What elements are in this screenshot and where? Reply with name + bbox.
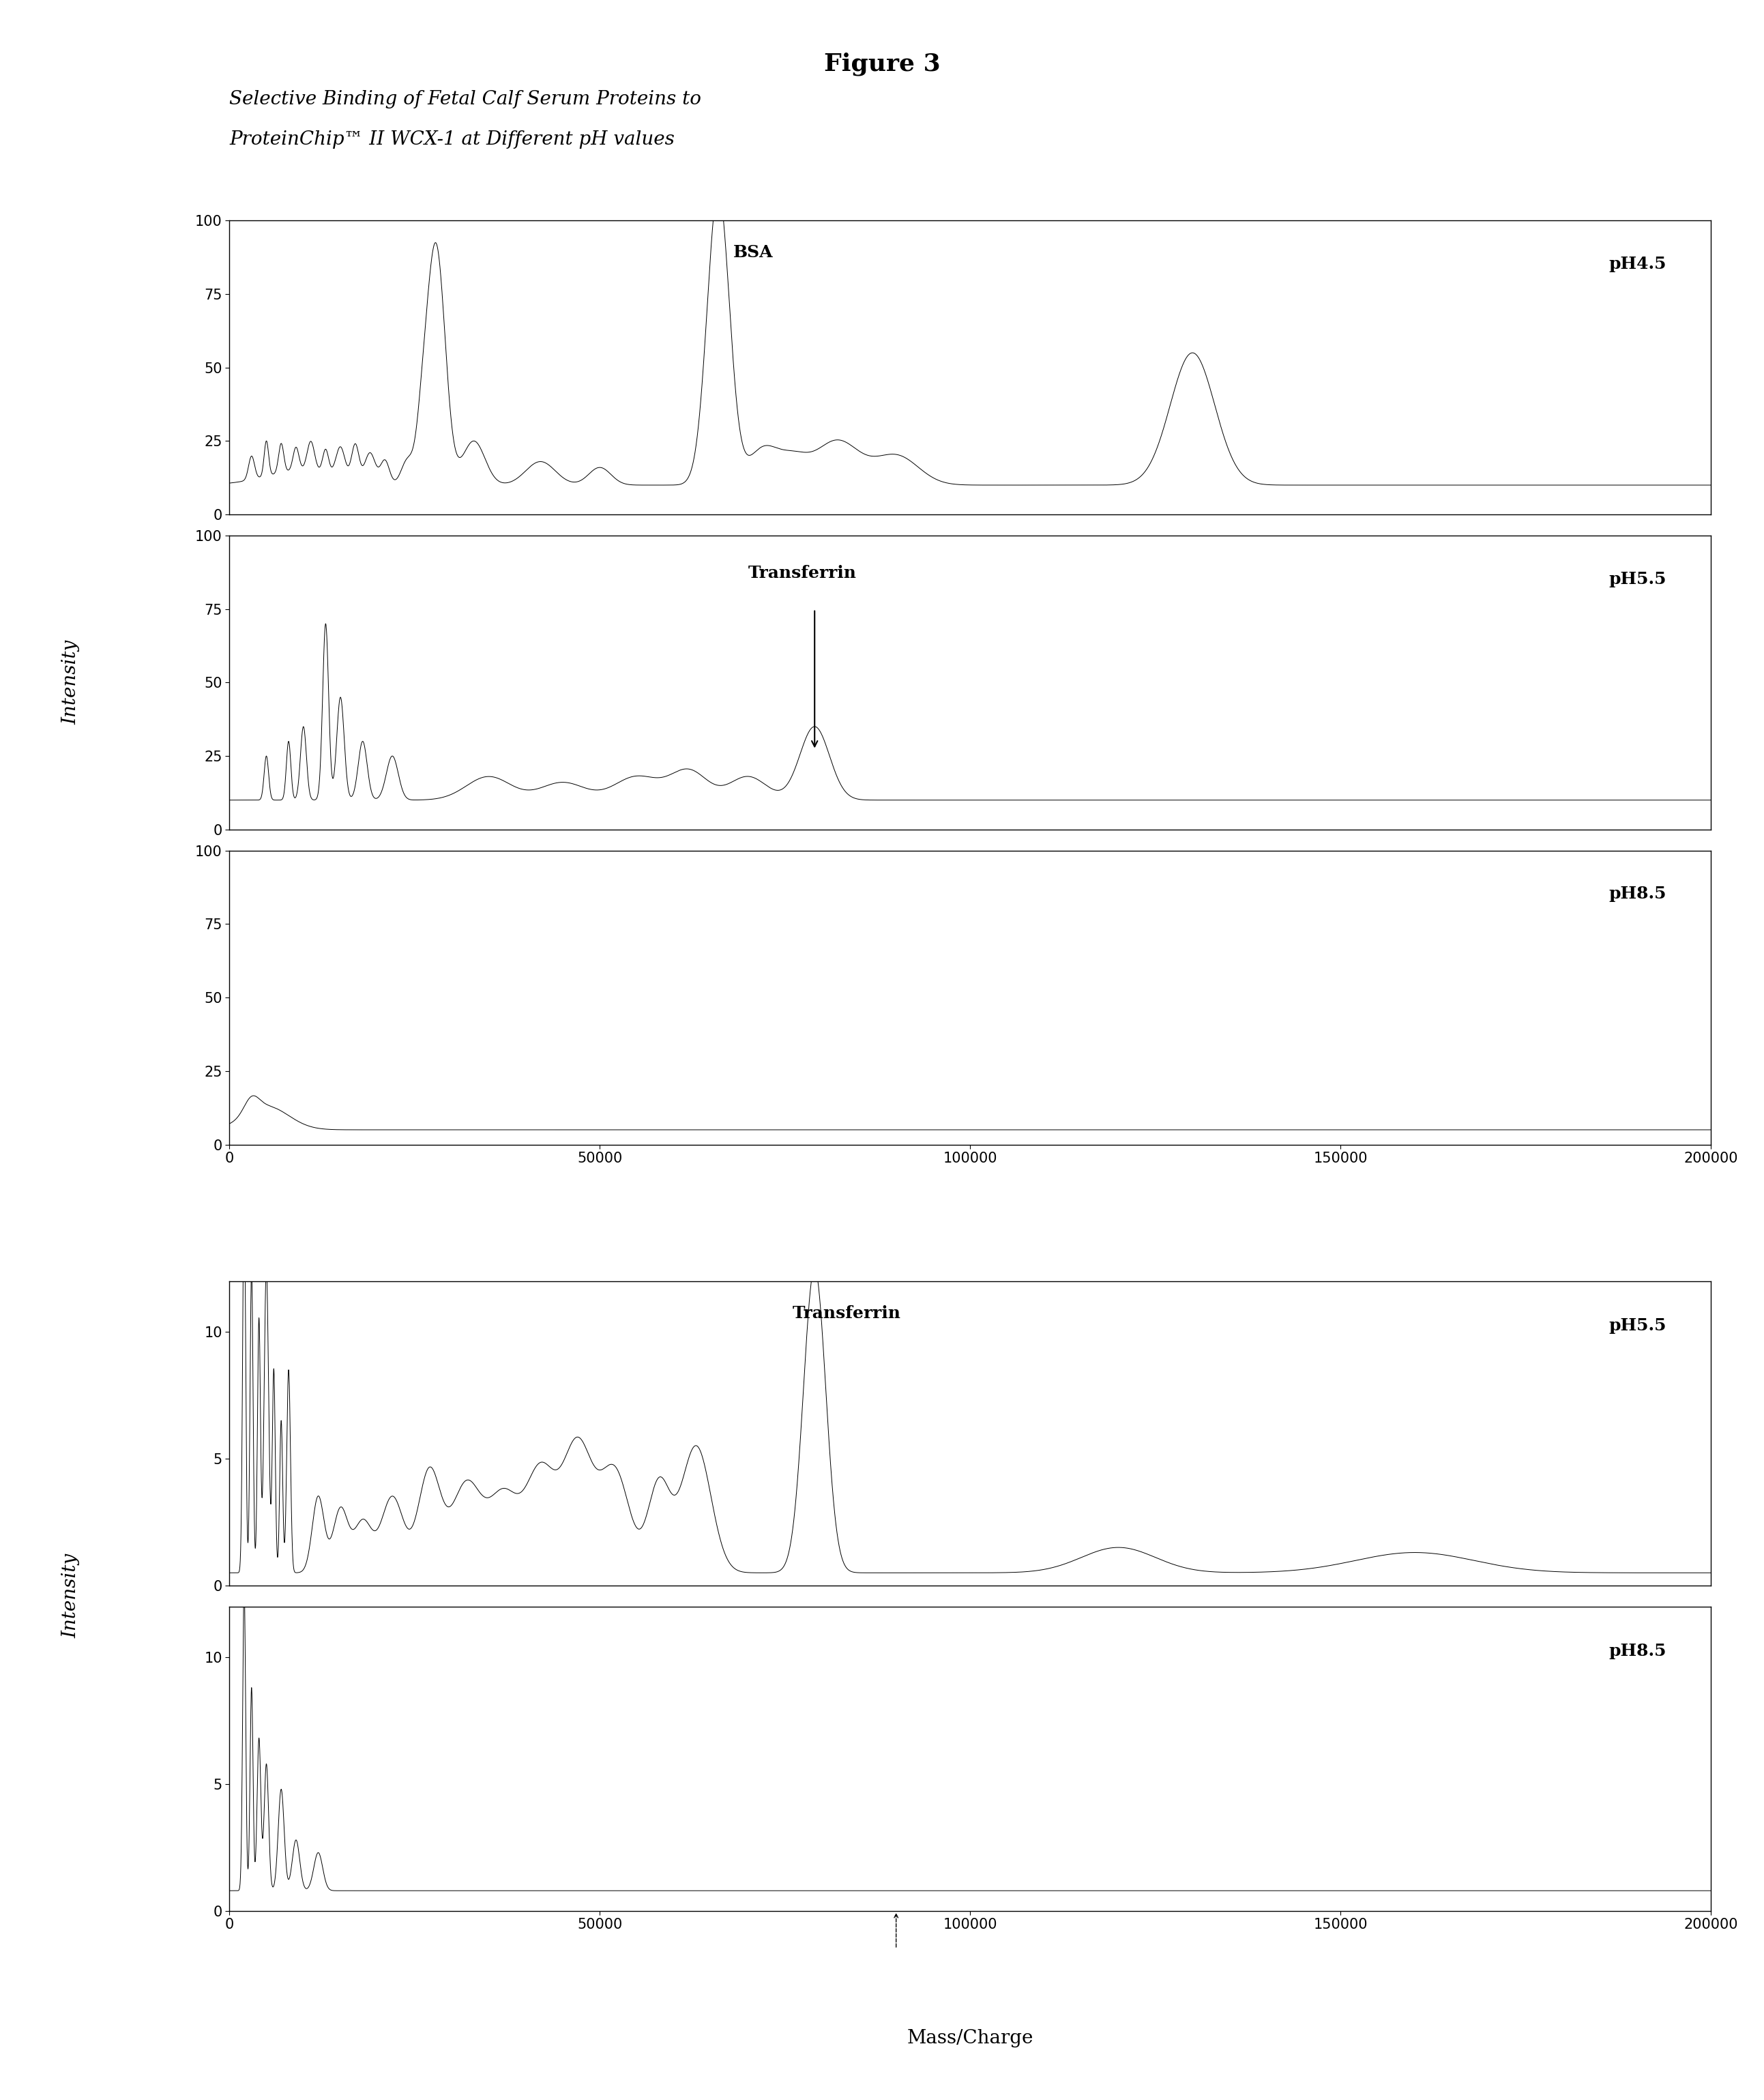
Text: pH8.5: pH8.5 bbox=[1609, 1642, 1667, 1659]
Text: pH4.5: pH4.5 bbox=[1609, 256, 1667, 273]
Text: Transferrin: Transferrin bbox=[748, 565, 856, 582]
Text: Transferrin: Transferrin bbox=[792, 1306, 901, 1321]
Text: Intensity: Intensity bbox=[62, 1554, 79, 1638]
Text: BSA: BSA bbox=[734, 244, 773, 260]
Text: Intensity: Intensity bbox=[62, 640, 79, 724]
Text: pH5.5: pH5.5 bbox=[1609, 571, 1667, 588]
Text: Selective Binding of Fetal Calf Serum Proteins to: Selective Binding of Fetal Calf Serum Pr… bbox=[229, 90, 702, 109]
Text: ProteinChip™ II WCX-1 at Different pH values: ProteinChip™ II WCX-1 at Different pH va… bbox=[229, 130, 674, 149]
Text: Figure 3: Figure 3 bbox=[824, 52, 940, 76]
Text: Mass/Charge: Mass/Charge bbox=[907, 2029, 1034, 2048]
Text: pH8.5: pH8.5 bbox=[1609, 886, 1667, 903]
Text: pH5.5: pH5.5 bbox=[1609, 1317, 1667, 1334]
